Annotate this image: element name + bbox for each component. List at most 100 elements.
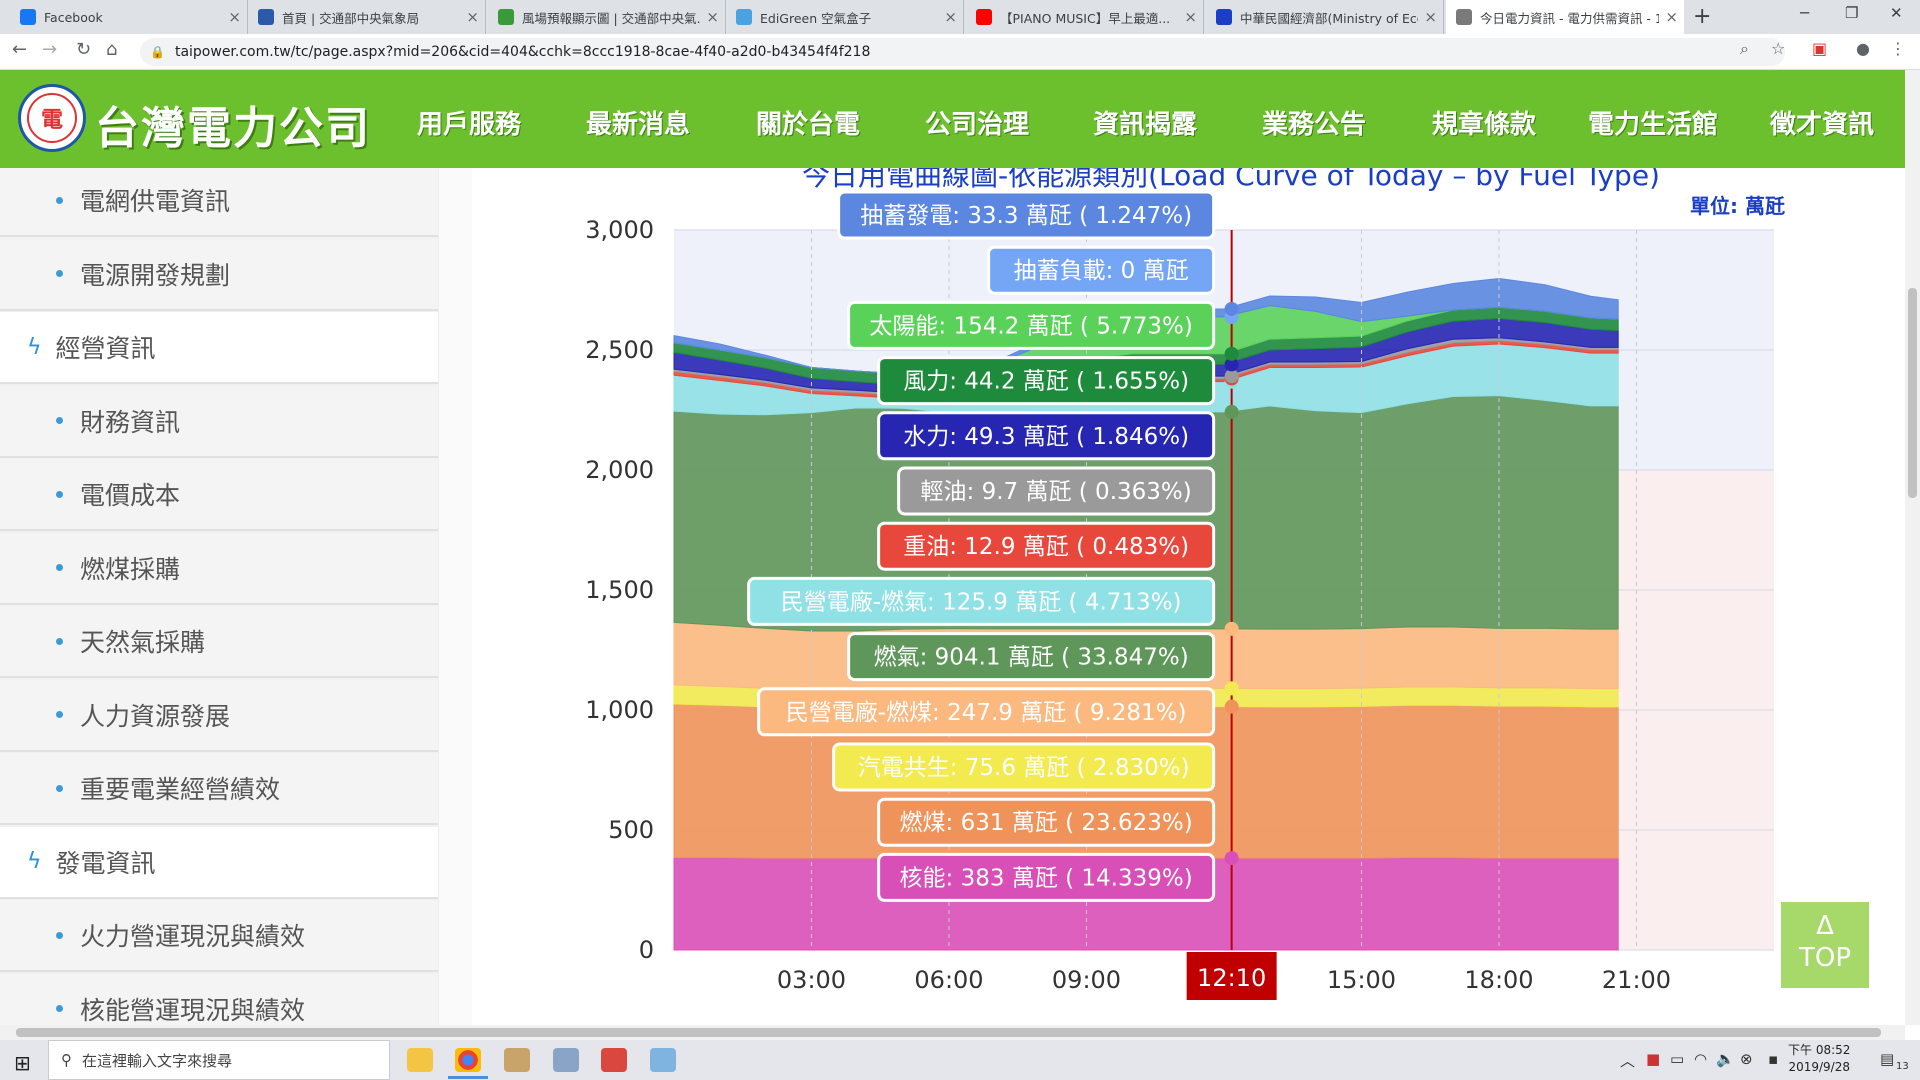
tab-close-icon[interactable]: × [944,8,957,26]
nav-item[interactable]: 業務公告 [1262,110,1367,140]
cursor-dot [1224,346,1239,361]
nav-item[interactable]: 徵才資訊 [1770,110,1875,140]
menu-icon[interactable]: ⋮ [1890,39,1906,58]
bullet-icon [56,417,63,424]
browser-tab[interactable]: 今日電力資訊 - 電力供需資訊 - 1... × [1446,0,1684,34]
tab-close-icon[interactable]: × [466,8,479,26]
tooltip-label: 水力: 49.3 萬瓩 ( 1.846%) [903,424,1189,450]
tab-title: EdiGreen 空氣盒子 [760,10,872,26]
tooltip-label: 抽蓄發電: 33.3 萬瓩 ( 1.247%) [860,203,1192,229]
sidebar-item[interactable]: 電源開發規劃 [0,238,438,311]
sidebar-category[interactable]: ϟ 發電資訊 [0,826,438,899]
url-field[interactable]: 🔒 taipower.com.tw/tc/page.aspx?mid=206&c… [140,38,1785,66]
bullet-icon [56,784,63,792]
nav-item[interactable]: 用戶服務 [417,110,522,140]
ime-icon[interactable]: ▪ [1768,1050,1779,1068]
sidebar-item[interactable]: 燃煤採購 [0,532,438,605]
app-icon-5[interactable] [601,1048,627,1072]
extension-icon[interactable]: ▣ [1812,39,1828,58]
browser-tab[interactable]: 風場預報顯示圖 | 交通部中央氣... × [488,0,726,34]
chrome-icon[interactable] [455,1048,481,1072]
taipower-logo[interactable]: 電 [18,84,86,152]
horizontal-scroll-thumb[interactable] [16,1028,1881,1037]
bookmark-star-icon[interactable]: ☆ [1771,39,1786,58]
home-icon[interactable]: ⌂ [106,39,118,60]
volume-icon[interactable]: 🔈 [1716,1050,1735,1068]
app-icon-4[interactable] [553,1048,579,1072]
nav-item[interactable]: 規章條款 [1432,110,1537,140]
tab-close-icon[interactable]: × [706,8,719,26]
nav-item[interactable]: 關於台電 [756,110,861,140]
tooltip-box [847,632,1216,682]
close-window-icon[interactable]: ✕ [1890,4,1903,22]
vertical-scrollbar[interactable] [1905,70,1920,1025]
new-tab-button[interactable]: + [1693,4,1712,29]
file-explorer-icon[interactable] [407,1048,433,1072]
back-icon[interactable]: ← [12,39,28,60]
app-icon-3[interactable] [504,1048,530,1072]
sidebar-category[interactable]: ϟ 經營資訊 [0,312,438,384]
browser-tab[interactable]: Facebook × [10,0,248,34]
tab-close-icon[interactable]: × [1424,8,1437,26]
app-icon-6[interactable] [650,1048,676,1072]
taskbar-search[interactable]: ⚲ 在這裡輸入文字來搜尋 [48,1040,390,1080]
clock[interactable]: 下午 08:52 2019/9/28 [1788,1042,1850,1076]
zoom-icon[interactable]: ⌕ [1740,39,1749,58]
sidebar-item[interactable]: 核能營運現況與績效 [0,973,438,1025]
nav-item[interactable]: 最新消息 [586,110,691,140]
tab-close-icon[interactable]: × [228,8,241,26]
horizontal-scrollbar[interactable] [0,1025,1905,1040]
nav-item[interactable]: 資訊揭露 [1093,110,1198,140]
sidebar-item[interactable]: 重要電業經營績效 [0,753,438,825]
tooltip-label: 輕油: 9.7 萬瓩 ( 0.363%) [921,479,1192,505]
sidebar-item[interactable]: 天然氣採購 [0,606,438,678]
browser-tab[interactable]: 【PIANO MUSIC】早上最適... × [966,0,1204,34]
taskbar: ⊞ ⚲ 在這裡輸入文字來搜尋 ︿ ■ ▭ ◠ 🔈 ⊗ ▪ 下午 08:52 20… [0,1040,1920,1080]
tab-favicon-icon [1456,9,1472,25]
load-curve-chart[interactable]: 0 500 1,000 1,500 2,000 2,500 3,000 03:00 06:00 0… [472,168,1904,1025]
nav-item[interactable]: 電力生活館 [1588,110,1719,140]
y-tick-label: 3,000 [585,216,654,244]
sidebar-item[interactable]: 人力資源發展 [0,679,438,752]
tab-title: 首頁 | 交通部中央氣象局 [282,10,420,26]
browser-tab[interactable]: 中華民國經濟部(Ministry of Econ... × [1206,0,1444,34]
tab-favicon-icon [976,9,992,25]
tab-close-icon[interactable]: × [1184,8,1197,26]
tooltip-box [877,411,1216,461]
windows-start-icon[interactable]: ⊞ [14,1051,31,1075]
tooltip-label: 太陽能: 154.2 萬瓩 ( 5.773%) [869,313,1192,339]
forward-icon[interactable]: → [42,39,58,60]
tab-close-icon[interactable]: × [1665,8,1678,26]
logo-text[interactable]: 台灣電力公司 [95,103,371,154]
tooltip-box [897,466,1216,516]
restore-icon[interactable]: ❐ [1845,4,1859,22]
top-label: TOP [1798,943,1852,973]
sidebar-item-label: 電價成本 [80,481,181,510]
sidebar-item[interactable]: 火力營運現況與績效 [0,900,438,972]
lightning-icon: ϟ [27,849,42,874]
tab-favicon-icon [1216,9,1232,25]
back-to-top-button[interactable]: Δ TOP [1781,902,1869,988]
wifi-icon[interactable]: ◠ [1694,1050,1708,1068]
tooltip-box [837,190,1216,240]
nav-item[interactable]: 公司治理 [925,110,1030,140]
tray-chevron-icon[interactable]: ︿ [1620,1052,1636,1070]
minimize-icon[interactable]: ─ [1800,4,1810,22]
profile-icon[interactable]: ● [1856,39,1870,58]
reload-icon[interactable]: ↻ [76,39,92,60]
browser-tab[interactable]: 首頁 | 交通部中央氣象局 × [248,0,486,34]
browser-tab[interactable]: EdiGreen 空氣盒子 × [726,0,964,34]
y-tick-label: 2,500 [585,336,654,364]
sidebar-item[interactable]: 財務資訊 [0,385,438,458]
scroll-thumb[interactable] [1908,288,1917,498]
bullet-icon [56,490,63,498]
tab-title: 今日電力資訊 - 電力供需資訊 - 1... [1480,10,1660,26]
notification-icon[interactable]: ▤ [1880,1050,1895,1068]
y-tick-label: 1,500 [585,576,654,604]
cursor-dot [1224,404,1239,419]
tray-security-icon[interactable]: ■ [1646,1050,1661,1068]
tray-x-icon[interactable]: ⊗ [1740,1050,1753,1068]
sidebar-item[interactable]: 電價成本 [0,459,438,531]
tray-battery-icon[interactable]: ▭ [1670,1050,1685,1068]
sidebar-item[interactable]: 電網供電資訊 [0,168,438,237]
